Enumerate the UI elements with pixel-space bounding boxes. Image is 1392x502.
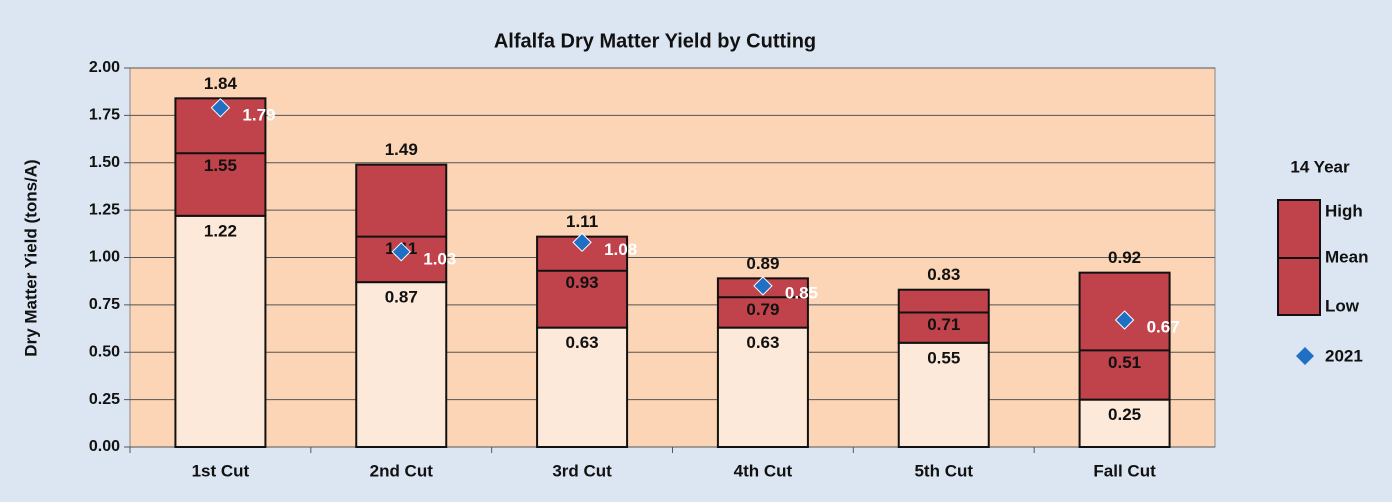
label-2021: 0.67 <box>1147 318 1180 337</box>
high-label: 0.89 <box>746 254 779 273</box>
x-tick-label: 5th Cut <box>914 461 973 480</box>
x-tick-label: 1st Cut <box>192 461 250 480</box>
low-bar <box>716 326 809 448</box>
high-label: 0.92 <box>1108 248 1141 267</box>
marker-2021 <box>391 242 411 262</box>
legend-title: 14 Year <box>1290 157 1350 176</box>
marker-2021 <box>1114 310 1135 330</box>
marker-2021 <box>572 232 592 253</box>
high-label: 1.84 <box>204 74 238 93</box>
legend-label: 2021 <box>1325 346 1363 365</box>
y-tick-label: 0.50 <box>89 343 120 360</box>
label-2021: 1.08 <box>604 240 637 259</box>
y-tick-label: 1.00 <box>89 249 120 266</box>
range-box <box>174 97 267 217</box>
y-tick-label: 0.00 <box>89 438 120 455</box>
low-bar <box>536 326 629 448</box>
x-tick-label: 3rd Cut <box>552 461 612 480</box>
x-tick-label: 4th Cut <box>734 461 793 480</box>
marker-2021 <box>753 276 773 296</box>
range-box <box>1078 271 1171 401</box>
low-label: 0.25 <box>1108 405 1141 424</box>
legend-marker <box>1296 347 1314 365</box>
range-box <box>897 288 990 344</box>
label-2021: 1.79 <box>242 105 275 124</box>
x-tick-label: 2nd Cut <box>370 461 434 480</box>
low-label: 0.55 <box>927 348 960 367</box>
y-tick-label: 1.25 <box>89 201 120 218</box>
y-tick-label: 1.75 <box>89 107 120 124</box>
y-tick-label: 1.50 <box>89 154 120 171</box>
mean-label: 0.71 <box>927 315 960 334</box>
mean-label: 0.51 <box>1108 353 1141 372</box>
x-tick-label: Fall Cut <box>1093 461 1156 480</box>
label-2021: 1.03 <box>423 249 456 268</box>
mean-label: 0.93 <box>566 273 599 292</box>
legend-label: High <box>1325 201 1363 220</box>
low-label: 0.63 <box>566 333 599 352</box>
y-tick-label: 2.00 <box>89 59 120 76</box>
y-tick-label: 0.25 <box>89 391 120 408</box>
y-tick-label: 0.75 <box>89 296 120 313</box>
legend-label: Low <box>1325 296 1360 315</box>
high-label: 1.49 <box>385 140 418 159</box>
high-label: 0.83 <box>927 265 960 284</box>
low-label: 1.22 <box>204 221 237 240</box>
label-2021: 0.85 <box>785 283 818 302</box>
low-bar <box>355 281 448 449</box>
marker-2021 <box>210 98 231 118</box>
low-bar <box>1078 398 1171 448</box>
legend-label: Mean <box>1325 247 1368 266</box>
high-label: 1.11 <box>566 212 598 231</box>
low-bar <box>174 214 267 448</box>
low-label: 0.63 <box>746 333 779 352</box>
low-label: 0.87 <box>385 288 418 307</box>
mean-label: 1.55 <box>204 156 237 175</box>
y-axis-label: Dry Matter Yield (tons/A) <box>21 159 40 356</box>
range-box <box>355 163 448 284</box>
mean-label: 0.79 <box>746 300 779 319</box>
chart-title: Alfalfa Dry Matter Yield by Cutting <box>494 30 816 52</box>
